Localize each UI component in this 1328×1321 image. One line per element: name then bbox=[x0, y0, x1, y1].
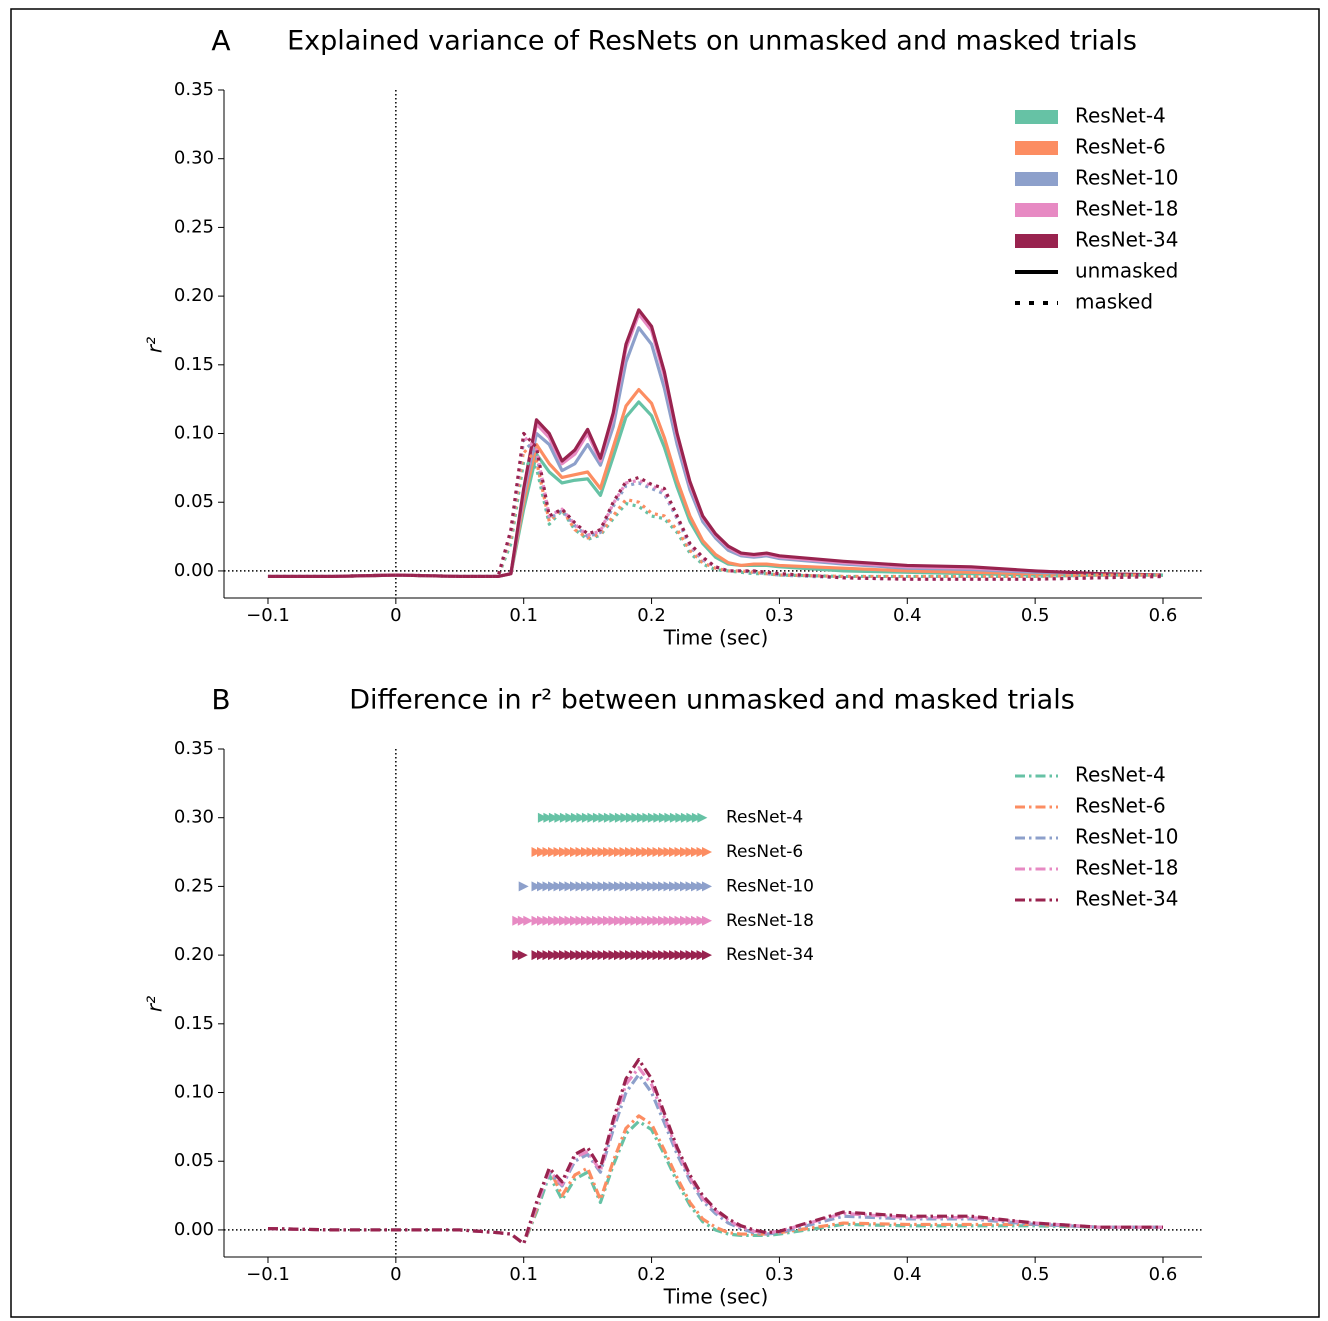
legend-label: ResNet-4 bbox=[1075, 763, 1166, 787]
legend-label: ResNet-18 bbox=[1075, 197, 1179, 221]
significance-label: ResNet-18 bbox=[726, 911, 814, 931]
x-tick-label: 0.3 bbox=[765, 1264, 794, 1285]
figure-border bbox=[10, 8, 1320, 1318]
y-axis-label: r² bbox=[143, 337, 167, 353]
significance-label: ResNet-10 bbox=[726, 876, 814, 896]
chart-title: Explained variance of ResNets on unmaske… bbox=[287, 26, 1137, 57]
x-tick-label: 0.4 bbox=[893, 605, 922, 626]
x-tick-label: 0.2 bbox=[637, 605, 666, 626]
data-line bbox=[267, 308, 1164, 579]
y-tick-label: 0.15 bbox=[174, 354, 214, 375]
x-tick-label: 0.5 bbox=[1021, 605, 1050, 626]
y-tick-label: 0.00 bbox=[174, 1219, 214, 1240]
y-tick-label: 0.35 bbox=[174, 738, 214, 759]
legend-label: ResNet-6 bbox=[1075, 135, 1166, 159]
legend-label: ResNet-10 bbox=[1075, 825, 1179, 849]
significance-markers bbox=[531, 881, 712, 892]
panel-label: B bbox=[211, 683, 230, 716]
y-tick-label: 0.15 bbox=[174, 1013, 214, 1034]
significance-markers bbox=[531, 950, 712, 961]
y-axis-label: r² bbox=[143, 996, 167, 1012]
legend-swatch bbox=[1015, 110, 1058, 124]
significance-markers bbox=[518, 881, 529, 892]
significance-markers bbox=[512, 915, 534, 926]
significance-markers bbox=[512, 950, 528, 961]
y-tick-label: 0.25 bbox=[174, 875, 214, 896]
data-line bbox=[267, 459, 1163, 579]
x-axis-label: Time (sec) bbox=[663, 626, 769, 650]
x-tick-label: 0.6 bbox=[1149, 605, 1178, 626]
legend-swatch bbox=[1015, 141, 1058, 155]
y-tick-label: 0.30 bbox=[174, 807, 214, 828]
data-line bbox=[267, 1066, 1163, 1246]
y-tick-label: 0.05 bbox=[174, 491, 214, 512]
y-tick-label: 0.10 bbox=[174, 423, 214, 444]
data-line bbox=[267, 326, 1164, 579]
y-tick-label: 0.10 bbox=[174, 1082, 214, 1103]
legend-swatch bbox=[1015, 172, 1058, 186]
significance-markers bbox=[531, 915, 712, 926]
data-line bbox=[267, 400, 1163, 579]
legend-label: ResNet-6 bbox=[1075, 794, 1166, 818]
y-tick-label: 0.30 bbox=[174, 148, 214, 169]
x-tick-label: 0.1 bbox=[509, 605, 538, 626]
legend-label: ResNet-18 bbox=[1075, 856, 1179, 880]
legend-label: ResNet-10 bbox=[1075, 166, 1179, 190]
legend-swatch bbox=[1015, 203, 1058, 217]
y-tick-label: 0.20 bbox=[174, 944, 214, 965]
x-axis-label: Time (sec) bbox=[663, 1285, 769, 1309]
x-tick-label: 0.4 bbox=[893, 1264, 922, 1285]
x-tick-label: 0 bbox=[390, 1264, 401, 1285]
significance-label: ResNet-34 bbox=[726, 945, 814, 965]
data-line bbox=[267, 1057, 1163, 1246]
data-line bbox=[267, 431, 1164, 581]
significance-label: ResNet-6 bbox=[726, 842, 803, 862]
y-tick-label: 0.05 bbox=[174, 1150, 214, 1171]
x-tick-label: 0 bbox=[390, 605, 401, 626]
y-tick-label: 0.00 bbox=[174, 560, 214, 581]
significance-label: ResNet-4 bbox=[726, 808, 803, 828]
y-tick-label: 0.20 bbox=[174, 285, 214, 306]
legend-label: ResNet-34 bbox=[1075, 228, 1179, 252]
significance-markers bbox=[537, 812, 708, 823]
data-line bbox=[267, 387, 1163, 579]
x-tick-label: −0.1 bbox=[246, 1264, 290, 1285]
x-tick-label: 0.5 bbox=[1021, 1264, 1050, 1285]
data-line bbox=[267, 312, 1164, 579]
legend-label: unmasked bbox=[1075, 259, 1178, 283]
chart-title: Difference in r² between unmasked and ma… bbox=[349, 685, 1075, 716]
data-line bbox=[267, 1073, 1163, 1246]
x-tick-label: 0.6 bbox=[1149, 1264, 1178, 1285]
legend-label: ResNet-4 bbox=[1075, 104, 1166, 128]
x-tick-label: −0.1 bbox=[246, 605, 290, 626]
legend-label: ResNet-34 bbox=[1075, 887, 1179, 911]
x-tick-label: 0.1 bbox=[509, 1264, 538, 1285]
x-tick-label: 0.3 bbox=[765, 605, 794, 626]
x-tick-label: 0.2 bbox=[637, 1264, 666, 1285]
y-tick-label: 0.25 bbox=[174, 216, 214, 237]
panel-label: A bbox=[211, 24, 230, 57]
y-tick-label: 0.35 bbox=[174, 79, 214, 100]
significance-markers bbox=[531, 847, 712, 858]
legend-label: masked bbox=[1075, 290, 1153, 314]
legend-swatch bbox=[1015, 234, 1058, 248]
